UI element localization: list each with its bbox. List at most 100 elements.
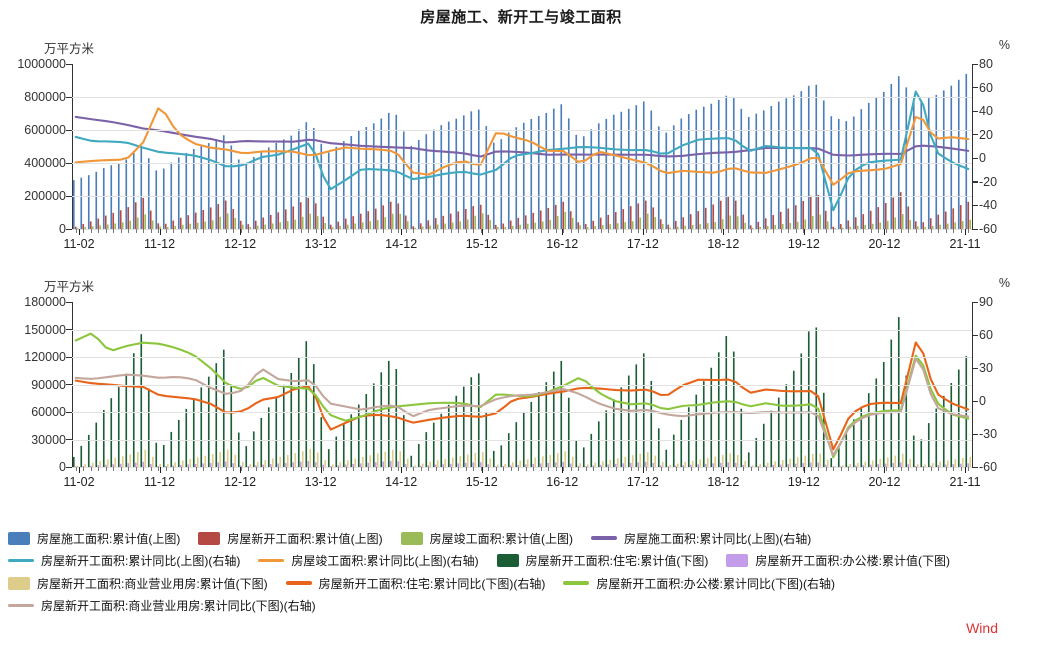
bar: [477, 109, 480, 229]
legend-item[interactable]: 房屋新开工面积:住宅:累计同比(下图)(右轴): [285, 575, 545, 592]
bar: [457, 211, 460, 229]
bottom-y-tick-label: 60000: [31, 405, 66, 419]
top-y2-tick-label: 20: [979, 127, 993, 142]
x-minor-tick: [638, 467, 640, 471]
bar: [742, 464, 745, 467]
legend-item[interactable]: 房屋新开工面积:累计值(上图): [198, 530, 383, 547]
bar: [639, 453, 642, 467]
x-minor-tick: [518, 229, 520, 233]
x-minor-tick: [803, 467, 805, 471]
bar: [860, 109, 863, 229]
bar: [706, 457, 709, 467]
bar: [530, 401, 533, 467]
bar: [879, 222, 882, 229]
x-major-tick: [562, 467, 564, 473]
x-minor-tick: [383, 229, 385, 233]
bar: [519, 460, 522, 467]
legend-row: 房屋新开工面积:商业营业用房:累计值(下图) 房屋新开工面积:住宅:累计同比(下图…: [8, 575, 1038, 591]
bar: [290, 372, 293, 467]
legend-swatch-box-icon: [8, 531, 30, 545]
bar: [309, 449, 312, 467]
bar: [207, 376, 210, 467]
x-minor-tick: [608, 467, 610, 471]
x-minor-tick: [870, 467, 872, 471]
legend-item[interactable]: 房屋施工面积:累计值(上图): [8, 530, 180, 547]
bar: [264, 224, 267, 229]
bar: [601, 461, 604, 467]
bar: [279, 222, 282, 229]
bar: [684, 462, 687, 467]
x-minor-tick: [383, 467, 385, 471]
x-minor-tick: [128, 467, 130, 471]
bar: [837, 118, 840, 229]
legend-item[interactable]: 房屋新开工面积:住宅:累计值(下图): [496, 552, 708, 569]
bar: [470, 377, 473, 467]
bar: [669, 465, 672, 467]
x-minor-tick: [488, 467, 490, 471]
bar: [260, 417, 263, 467]
x-minor-tick: [278, 229, 280, 233]
y2-tickmark: [972, 367, 978, 369]
top-x-tick-label: 18-12: [707, 237, 740, 251]
gridline: [72, 163, 972, 164]
bar: [339, 225, 342, 229]
bar: [659, 465, 662, 467]
legend-item[interactable]: 房屋竣工面积:累计同比(上图)(右轴): [258, 552, 479, 569]
bar: [916, 226, 919, 229]
bar: [361, 457, 364, 467]
x-minor-tick: [938, 467, 940, 471]
bar: [697, 211, 700, 229]
bar: [322, 216, 325, 229]
bar: [817, 462, 820, 467]
bar: [247, 465, 250, 467]
bar: [140, 334, 143, 467]
bar: [869, 210, 872, 229]
x-minor-tick: [788, 467, 790, 471]
legend-item[interactable]: 房屋新开工面积:办公楼:累计同比(下图)(右轴): [563, 575, 835, 592]
bar: [397, 461, 400, 467]
bar: [965, 356, 968, 467]
bar: [901, 453, 904, 467]
bar: [657, 126, 660, 229]
bar: [967, 201, 970, 229]
bar: [937, 465, 940, 467]
bar: [959, 463, 962, 467]
bar: [279, 456, 282, 467]
x-minor-tick: [158, 467, 160, 471]
x-minor-tick: [743, 229, 745, 233]
x-minor-tick: [203, 467, 205, 471]
top-x-tick-label: 14-12: [385, 237, 418, 251]
bottom-x-tick-label: 17-12: [626, 475, 659, 489]
x-minor-tick: [420, 229, 422, 233]
bar: [487, 464, 490, 467]
legend-swatch-line-icon: [563, 581, 590, 585]
bar: [384, 217, 387, 229]
x-minor-tick: [285, 467, 287, 471]
bar: [826, 221, 829, 229]
bar: [740, 408, 743, 467]
bar: [172, 465, 175, 467]
x-minor-tick: [960, 467, 962, 471]
legend-item[interactable]: 房屋施工面积:累计同比(上图)(右轴): [590, 530, 811, 547]
bar: [646, 213, 649, 229]
top-y2-tick-label: -40: [979, 198, 998, 213]
legend-label: 房屋新开工面积:办公楼:累计值(下图): [755, 554, 950, 568]
bar: [800, 91, 803, 230]
bar: [661, 461, 664, 467]
bar: [867, 393, 870, 467]
legend-item[interactable]: 房屋竣工面积:累计值(上图): [400, 530, 573, 547]
legend-item[interactable]: 房屋新开工面积:累计同比(上图)(右轴): [8, 552, 240, 569]
bar: [230, 145, 233, 229]
x-minor-tick: [713, 229, 715, 233]
bar: [877, 464, 880, 467]
legend-swatch-line-icon: [590, 536, 617, 540]
bar: [144, 449, 147, 467]
legend-item[interactable]: 房屋新开工面积:商业营业用房:累计值(下图): [8, 575, 268, 592]
bar: [117, 387, 120, 467]
legend-item[interactable]: 房屋新开工面积:办公楼:累计值(下图): [726, 552, 950, 569]
bar: [121, 456, 124, 467]
x-minor-tick: [953, 467, 955, 471]
legend-item[interactable]: 房屋新开工面积:商业营业用房:累计同比(下图)(右轴): [8, 597, 316, 614]
bar: [136, 451, 139, 467]
x-minor-tick: [203, 229, 205, 233]
